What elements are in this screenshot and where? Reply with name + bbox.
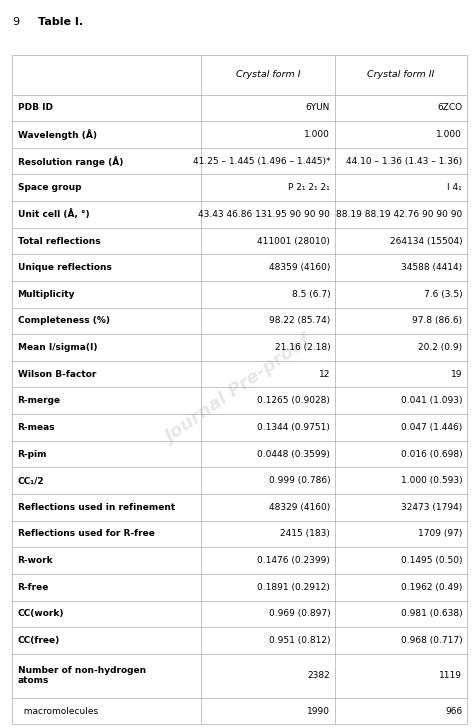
Text: 0.1495 (0.50): 0.1495 (0.50)	[401, 556, 462, 565]
Text: 966: 966	[445, 707, 462, 716]
Text: 0.981 (0.638): 0.981 (0.638)	[401, 609, 462, 618]
Text: R-meas: R-meas	[18, 423, 55, 432]
Text: 32473 (1794): 32473 (1794)	[401, 503, 462, 512]
Text: Completeness (%): Completeness (%)	[18, 317, 109, 325]
Text: 0.016 (0.698): 0.016 (0.698)	[401, 450, 462, 459]
Text: Table I.: Table I.	[38, 17, 83, 27]
Text: Reflections used in refinement: Reflections used in refinement	[18, 503, 175, 512]
Text: macromolecules: macromolecules	[18, 707, 98, 716]
Text: I 4₁: I 4₁	[447, 183, 462, 192]
Text: 88.19 88.19 42.76 90 90 90: 88.19 88.19 42.76 90 90 90	[336, 210, 462, 219]
Text: P 2₁ 2₁ 2₁: P 2₁ 2₁ 2₁	[289, 183, 330, 192]
Text: 8.5 (6.7): 8.5 (6.7)	[292, 290, 330, 298]
Text: 0.968 (0.717): 0.968 (0.717)	[401, 636, 462, 645]
Text: 12: 12	[319, 370, 330, 379]
Text: 34588 (4414): 34588 (4414)	[401, 263, 462, 272]
Text: 0.1265 (0.9028): 0.1265 (0.9028)	[257, 396, 330, 405]
Text: 1.000: 1.000	[304, 130, 330, 139]
Text: Crystal form II: Crystal form II	[367, 70, 435, 79]
Text: 1709 (97): 1709 (97)	[418, 529, 462, 539]
Text: Journal Pre-proof: Journal Pre-proof	[163, 332, 316, 447]
Text: R-work: R-work	[18, 556, 53, 565]
Text: 98.22 (85.74): 98.22 (85.74)	[269, 317, 330, 325]
Text: 0.1891 (0.2912): 0.1891 (0.2912)	[257, 582, 330, 592]
Text: CC₁/2: CC₁/2	[18, 476, 44, 485]
Text: 2382: 2382	[308, 671, 330, 680]
Text: 0.1962 (0.49): 0.1962 (0.49)	[401, 582, 462, 592]
Text: R-merge: R-merge	[18, 396, 61, 405]
Text: 21.16 (2.18): 21.16 (2.18)	[274, 343, 330, 352]
Text: 20.2 (0.9): 20.2 (0.9)	[418, 343, 462, 352]
Text: CC(work): CC(work)	[18, 609, 64, 618]
Text: Unit cell (Å, °): Unit cell (Å, °)	[18, 210, 89, 219]
Text: Crystal form I: Crystal form I	[236, 70, 300, 79]
Text: 2415 (183): 2415 (183)	[280, 529, 330, 539]
Text: 1.000 (0.593): 1.000 (0.593)	[401, 476, 462, 485]
Text: 0.969 (0.897): 0.969 (0.897)	[269, 609, 330, 618]
Text: Unique reflections: Unique reflections	[18, 263, 111, 272]
Text: Multiplicity: Multiplicity	[18, 290, 75, 298]
Text: 1.000: 1.000	[436, 130, 462, 139]
Text: Resolution range (Å): Resolution range (Å)	[18, 156, 123, 167]
Text: 48329 (4160): 48329 (4160)	[269, 503, 330, 512]
Text: 1990: 1990	[307, 707, 330, 716]
Text: 41.25 – 1.445 (1.496 – 1.445)*: 41.25 – 1.445 (1.496 – 1.445)*	[193, 157, 330, 166]
Text: CC(free): CC(free)	[18, 636, 60, 645]
Text: 0.041 (1.093): 0.041 (1.093)	[401, 396, 462, 405]
Text: PDB ID: PDB ID	[18, 103, 53, 112]
Text: Space group: Space group	[18, 183, 81, 192]
Text: Wilson B-factor: Wilson B-factor	[18, 370, 96, 379]
Text: Number of non-hydrogen
atoms: Number of non-hydrogen atoms	[18, 666, 146, 686]
Text: R-pim: R-pim	[18, 450, 47, 459]
Text: 7.6 (3.5): 7.6 (3.5)	[424, 290, 462, 298]
Text: 0.951 (0.812): 0.951 (0.812)	[269, 636, 330, 645]
Text: R-free: R-free	[18, 582, 49, 592]
Text: 44.10 – 1.36 (1.43 – 1.36): 44.10 – 1.36 (1.43 – 1.36)	[346, 157, 462, 166]
Text: Reflections used for R-free: Reflections used for R-free	[18, 529, 155, 539]
Text: 0.1476 (0.2399): 0.1476 (0.2399)	[257, 556, 330, 565]
Text: Total reflections: Total reflections	[18, 237, 100, 245]
Text: 0.0448 (0.3599): 0.0448 (0.3599)	[257, 450, 330, 459]
Text: 0.999 (0.786): 0.999 (0.786)	[269, 476, 330, 485]
Text: 411001 (28010): 411001 (28010)	[257, 237, 330, 245]
Text: Wavelength (Å): Wavelength (Å)	[18, 129, 97, 140]
Text: Mean I/sigma(I): Mean I/sigma(I)	[18, 343, 97, 352]
Text: 97.8 (86.6): 97.8 (86.6)	[412, 317, 462, 325]
Text: 1119: 1119	[439, 671, 462, 680]
Text: 0.1344 (0.9751): 0.1344 (0.9751)	[257, 423, 330, 432]
Text: 48359 (4160): 48359 (4160)	[269, 263, 330, 272]
Text: 19: 19	[451, 370, 462, 379]
Text: 9: 9	[12, 17, 19, 27]
Text: 264134 (15504): 264134 (15504)	[390, 237, 462, 245]
Text: 0.047 (1.446): 0.047 (1.446)	[401, 423, 462, 432]
Text: 43.43 46.86 131.95 90 90 90: 43.43 46.86 131.95 90 90 90	[198, 210, 330, 219]
Text: 6YUN: 6YUN	[306, 103, 330, 112]
Text: 6ZCO: 6ZCO	[437, 103, 462, 112]
